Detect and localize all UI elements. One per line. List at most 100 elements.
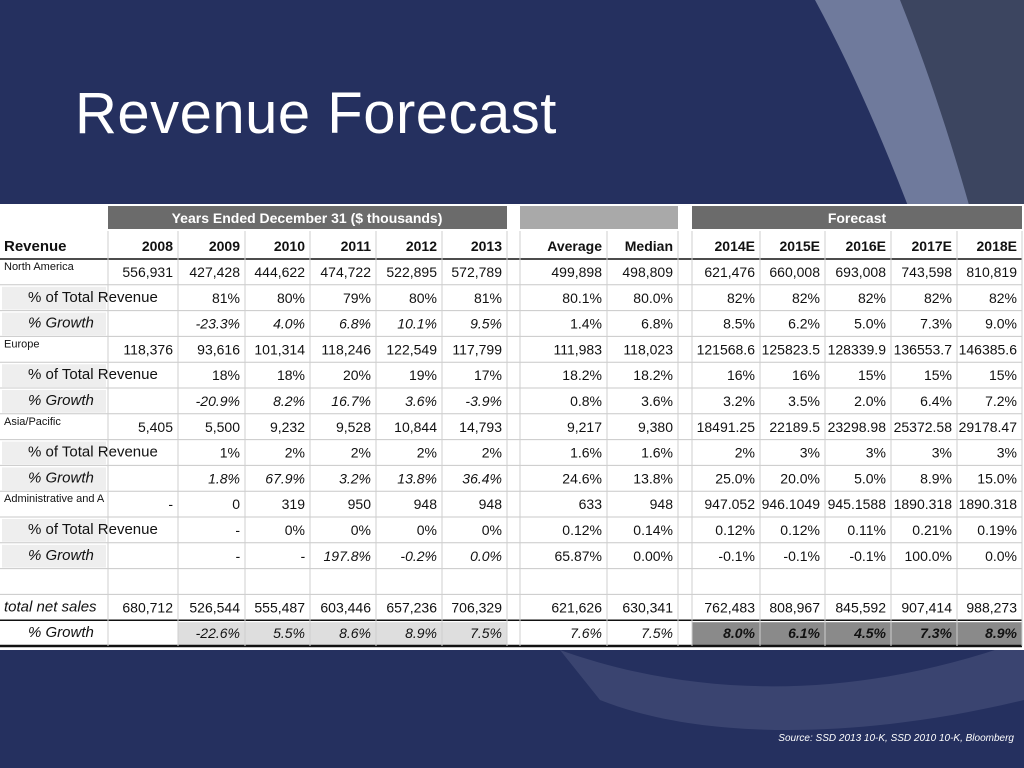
table-cell: 621,626 bbox=[551, 599, 602, 615]
row-label: % Growth bbox=[28, 392, 94, 409]
table-cell: 79% bbox=[343, 290, 371, 306]
table-cell: 125823.5 bbox=[762, 341, 821, 357]
table-cell: 0.12% bbox=[715, 522, 755, 538]
table-cell: 111,983 bbox=[553, 341, 602, 357]
table-cell: 1.6% bbox=[641, 445, 673, 461]
table-cell: 633 bbox=[579, 496, 603, 512]
table-cell: -20.9% bbox=[196, 393, 240, 409]
table-cell: 9,528 bbox=[336, 419, 371, 435]
table-cell: 118,023 bbox=[623, 341, 673, 357]
row-label: % of Total Revenue bbox=[28, 521, 158, 538]
group-header-stats bbox=[520, 206, 678, 229]
table-cell: 948 bbox=[650, 496, 674, 512]
table-cell: 5,500 bbox=[205, 419, 240, 435]
table-cell: 8.9% bbox=[405, 625, 437, 641]
table-cell: - bbox=[300, 548, 305, 564]
row-label: % Growth bbox=[28, 624, 94, 641]
table-cell: 197.8% bbox=[324, 548, 371, 564]
column-header: 2010 bbox=[274, 238, 305, 254]
table-cell: 80% bbox=[409, 290, 437, 306]
table-cell: 8.9% bbox=[985, 625, 1017, 641]
table-cell: 81% bbox=[474, 290, 502, 306]
table-cell: 146385.6 bbox=[959, 341, 1018, 357]
column-header: 2009 bbox=[209, 238, 240, 254]
row-label-shade bbox=[2, 467, 106, 491]
table-cell: 6.2% bbox=[788, 316, 820, 332]
table-cell: 3.2% bbox=[723, 393, 755, 409]
table-cell: 9.5% bbox=[470, 316, 502, 332]
table-cell: 4.5% bbox=[853, 625, 886, 641]
table-cell: 6.4% bbox=[920, 393, 952, 409]
table-cell: 82% bbox=[924, 290, 952, 306]
table-cell: 0.11% bbox=[847, 522, 886, 538]
decor-swoosh-dark bbox=[900, 0, 1024, 420]
table-cell: 18.2% bbox=[562, 367, 602, 383]
table-cell: 8.9% bbox=[920, 470, 952, 486]
table-cell: 13.8% bbox=[397, 470, 437, 486]
table-cell: 6.1% bbox=[788, 625, 820, 641]
table-row bbox=[0, 312, 1022, 337]
table-cell: 572,789 bbox=[451, 264, 502, 280]
table-cell: 474,722 bbox=[320, 264, 371, 280]
table-cell: 24.6% bbox=[562, 470, 602, 486]
table-cell: 18% bbox=[212, 367, 240, 383]
table-cell: 660,008 bbox=[769, 264, 820, 280]
column-header: 2008 bbox=[142, 238, 173, 254]
table-cell: 118,376 bbox=[123, 341, 173, 357]
table-cell: -0.1% bbox=[849, 548, 886, 564]
table-row bbox=[0, 519, 1022, 544]
table-cell: 948 bbox=[414, 496, 438, 512]
table-cell: 845,592 bbox=[835, 599, 886, 615]
row-label: % Growth bbox=[28, 315, 94, 332]
table-cell: 1.6% bbox=[570, 445, 602, 461]
table-cell: 82% bbox=[727, 290, 755, 306]
row-shade bbox=[178, 622, 507, 645]
table-cell: 1% bbox=[220, 445, 240, 461]
table-cell: 907,414 bbox=[901, 599, 952, 615]
table-cell: 9,232 bbox=[270, 419, 305, 435]
decor-swoosh-bottom bbox=[560, 640, 1024, 730]
table-cell: 621,476 bbox=[704, 264, 755, 280]
row-label: % of Total Revenue bbox=[28, 366, 158, 383]
table-cell: 100.0% bbox=[905, 548, 952, 564]
table-cell: 6.8% bbox=[641, 316, 673, 332]
table-cell: 0.12% bbox=[780, 522, 820, 538]
table-cell: 20.0% bbox=[780, 470, 820, 486]
table-row bbox=[0, 622, 1022, 647]
table-cell: 526,544 bbox=[189, 599, 240, 615]
table-cell: 556,931 bbox=[122, 264, 173, 280]
table-cell: 15.0% bbox=[977, 470, 1017, 486]
table-cell: 810,819 bbox=[966, 264, 1017, 280]
table-row bbox=[0, 364, 1022, 389]
table-cell: 3% bbox=[997, 445, 1017, 461]
group-header-historical-label: Years Ended December 31 ($ thousands) bbox=[172, 210, 443, 226]
table-cell: -23.3% bbox=[196, 316, 240, 332]
table-cell: 0% bbox=[351, 522, 371, 538]
table-cell: 555,487 bbox=[254, 599, 305, 615]
table-cell: 988,273 bbox=[966, 599, 1017, 615]
table-cell: 16% bbox=[792, 367, 820, 383]
table-cell: 950 bbox=[348, 496, 372, 512]
group-header-historical bbox=[108, 206, 507, 229]
table-cell: 1890.318 bbox=[959, 496, 1018, 512]
table-cell: 8.5% bbox=[723, 316, 755, 332]
table-cell: - bbox=[235, 522, 240, 538]
table-cell: 3.6% bbox=[641, 393, 673, 409]
column-header: 2014E bbox=[715, 238, 755, 254]
table-cell: 81% bbox=[212, 290, 240, 306]
table-cell: 17% bbox=[474, 367, 502, 383]
table-cell: 0% bbox=[417, 522, 437, 538]
row-label-shade bbox=[2, 519, 106, 542]
column-header: 2012 bbox=[406, 238, 437, 254]
row-label: % of Total Revenue bbox=[28, 444, 158, 461]
table-cell: 0.19% bbox=[977, 522, 1017, 538]
table-cell: 22189.5 bbox=[769, 419, 820, 435]
table-cell: 3.6% bbox=[405, 393, 437, 409]
revenue-table-grid: Years Ended December 31 ($ thousands) For… bbox=[0, 206, 1023, 648]
table-cell: 80.1% bbox=[562, 290, 602, 306]
table-cell: 1.8% bbox=[208, 470, 240, 486]
table-cell: 6.8% bbox=[339, 316, 371, 332]
table-cell: -0.1% bbox=[783, 548, 820, 564]
column-header: 2018E bbox=[977, 238, 1017, 254]
table-cell: 93,616 bbox=[197, 341, 240, 357]
